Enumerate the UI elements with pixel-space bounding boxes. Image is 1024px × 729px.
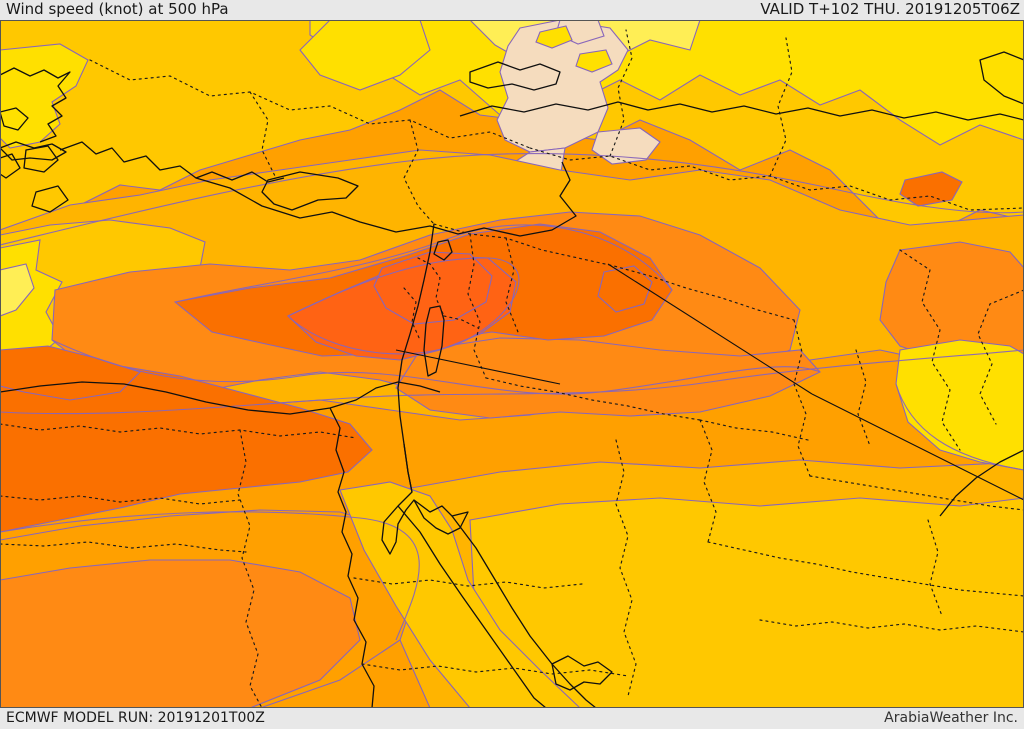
contour-fill-bands (0, 20, 1024, 708)
forecast-map[interactable] (0, 20, 1024, 708)
band-gold-redsea (339, 481, 581, 708)
band-gold-south (469, 497, 1024, 708)
map-canvas (0, 20, 1024, 708)
band-yellow-lobe-west (299, 20, 431, 91)
band-deep-orange-arabia (395, 337, 821, 419)
contour-lines (0, 153, 1024, 641)
band-yellow-island-a (535, 25, 573, 49)
band-pale-yellow-medit (0, 263, 35, 317)
brand-label: ArabiaWeather Inc. (884, 710, 1018, 726)
footer-bar: ECMWF MODEL RUN: 20191201T00Z ArabiaWeat… (0, 708, 1024, 729)
band-deep-orange-sudan (0, 559, 361, 708)
band-yellow-anatolia (309, 20, 1024, 146)
header-bar: Wind speed (knot) at 500 hPa VALID T+102… (0, 0, 1024, 20)
band-cream-lobe-east (591, 127, 661, 165)
band-yellow-island-b (575, 49, 613, 73)
valid-time-label: VALID T+102 THU. 20191205T06Z (760, 0, 1020, 18)
band-dark-orange-blob-east (597, 265, 653, 313)
coastlines (0, 51, 1024, 708)
band-dark-orange-egypt (0, 365, 373, 533)
model-run-label: ECMWF MODEL RUN: 20191201T00Z (6, 710, 265, 726)
country-borders (0, 29, 1024, 708)
page-title: Wind speed (knot) at 500 hPa (6, 0, 229, 18)
band-yellow-aegean (0, 43, 89, 149)
map-transect-lines (395, 263, 1024, 501)
